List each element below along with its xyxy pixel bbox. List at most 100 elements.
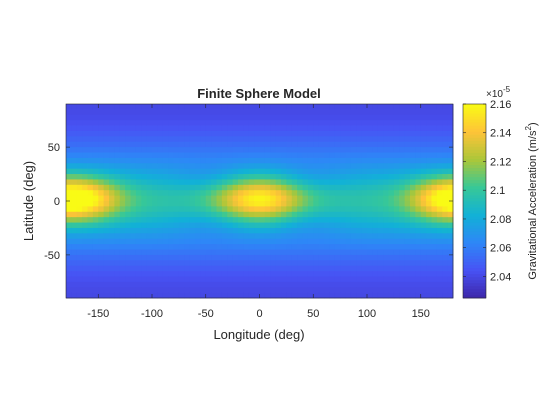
heatmap-cell <box>189 157 196 164</box>
colorbar-segment <box>463 258 486 263</box>
heatmap-cell <box>420 227 427 234</box>
heatmap-cell <box>162 233 169 240</box>
heatmap-cell <box>388 276 395 283</box>
heatmap-cell <box>109 130 115 137</box>
heatmap-cell <box>119 190 126 197</box>
heatmap-cell <box>361 114 368 121</box>
heatmap-cell <box>248 265 255 272</box>
heatmap-cell <box>334 238 341 245</box>
heatmap-cell <box>76 265 83 272</box>
heatmap-cell <box>66 211 72 218</box>
heatmap-cell <box>436 114 443 121</box>
heatmap-cell <box>345 114 352 121</box>
heatmap-cell <box>410 141 416 148</box>
heatmap-cell <box>76 104 83 110</box>
heatmap-cell <box>350 136 357 143</box>
heatmap-cell <box>173 206 180 213</box>
heatmap-cell <box>297 211 303 218</box>
heatmap-cell <box>109 184 115 191</box>
heatmap-cell <box>152 249 158 256</box>
heatmap-cell <box>393 195 400 202</box>
heatmap-cell <box>168 190 174 197</box>
heatmap-cell <box>264 147 271 153</box>
heatmap-cell <box>270 184 277 191</box>
heatmap-cell <box>383 201 389 207</box>
heatmap-cell <box>302 163 309 170</box>
heatmap-cell <box>377 281 384 288</box>
y-axis-label: Latitude (deg) <box>21 161 36 241</box>
heatmap-cell <box>447 147 454 153</box>
heatmap-cell <box>103 157 110 164</box>
heatmap-cell <box>431 174 438 180</box>
heatmap-cell <box>195 104 201 110</box>
heatmap-cell <box>447 195 454 202</box>
heatmap-cell <box>286 125 293 132</box>
heatmap-cell <box>334 195 341 202</box>
colorbar-tick-label: 2.14 <box>490 128 511 140</box>
heatmap-cell <box>178 265 185 272</box>
heatmap-cell <box>200 157 207 164</box>
heatmap-cell <box>388 125 395 132</box>
heatmap-cell <box>415 201 422 207</box>
heatmap-cell <box>248 157 255 164</box>
heatmap-cell <box>205 125 212 132</box>
heatmap-cell <box>178 130 185 137</box>
heatmap-cell <box>345 201 352 207</box>
heatmap-cell <box>254 157 260 164</box>
heatmap-cell <box>264 244 271 250</box>
heatmap-cell <box>141 271 148 277</box>
heatmap-cell <box>254 227 260 234</box>
heatmap-cell <box>189 222 196 229</box>
heatmap-cell <box>447 174 454 180</box>
heatmap-cell <box>302 238 309 245</box>
heatmap-cell <box>98 163 105 170</box>
heatmap-cell <box>264 174 271 180</box>
heatmap-cell <box>404 254 411 261</box>
heatmap-cell <box>393 233 400 240</box>
heatmap-cell <box>103 227 110 234</box>
heatmap-cell <box>372 136 379 143</box>
heatmap-cell <box>297 147 303 153</box>
heatmap-cell <box>130 281 137 288</box>
heatmap-cell <box>329 206 336 213</box>
heatmap-cell <box>82 222 88 229</box>
heatmap-cell <box>243 195 250 202</box>
heatmap-cell <box>173 271 180 277</box>
heatmap-cell <box>87 163 94 170</box>
heatmap-cell <box>168 130 174 137</box>
heatmap-cell <box>103 206 110 213</box>
heatmap-cell <box>377 211 384 218</box>
heatmap-cell <box>291 190 298 197</box>
heatmap-cell <box>420 163 427 170</box>
heatmap-cell <box>98 104 105 110</box>
heatmap-cell <box>388 249 395 256</box>
heatmap-cell <box>324 281 330 288</box>
heatmap-cell <box>205 281 212 288</box>
heatmap-cell <box>135 147 142 153</box>
heatmap-cell <box>189 201 196 207</box>
heatmap-cell <box>109 271 115 277</box>
heatmap-cell <box>109 244 115 250</box>
heatmap-cell <box>141 206 148 213</box>
heatmap-cell <box>388 190 395 197</box>
heatmap-cell <box>114 281 121 288</box>
heatmap-cell <box>345 249 352 256</box>
heatmap-cell <box>415 136 422 143</box>
heatmap-cell <box>334 227 341 234</box>
heatmap-cell <box>119 254 126 261</box>
heatmap-cell <box>87 136 94 143</box>
heatmap-cell <box>270 227 277 234</box>
heatmap-cell <box>340 265 346 272</box>
heatmap-cell <box>442 141 449 148</box>
heatmap-cell <box>334 271 341 277</box>
heatmap-cell <box>420 201 427 207</box>
heatmap-cell <box>232 136 239 143</box>
heatmap-cell <box>307 179 314 186</box>
heatmap-cell <box>227 190 234 197</box>
heatmap-cell <box>189 287 196 294</box>
heatmap-cell <box>232 217 239 223</box>
heatmap-cell <box>221 157 228 164</box>
heatmap-cell <box>431 168 438 175</box>
heatmap-cell <box>152 120 158 126</box>
heatmap-cell <box>286 190 293 197</box>
